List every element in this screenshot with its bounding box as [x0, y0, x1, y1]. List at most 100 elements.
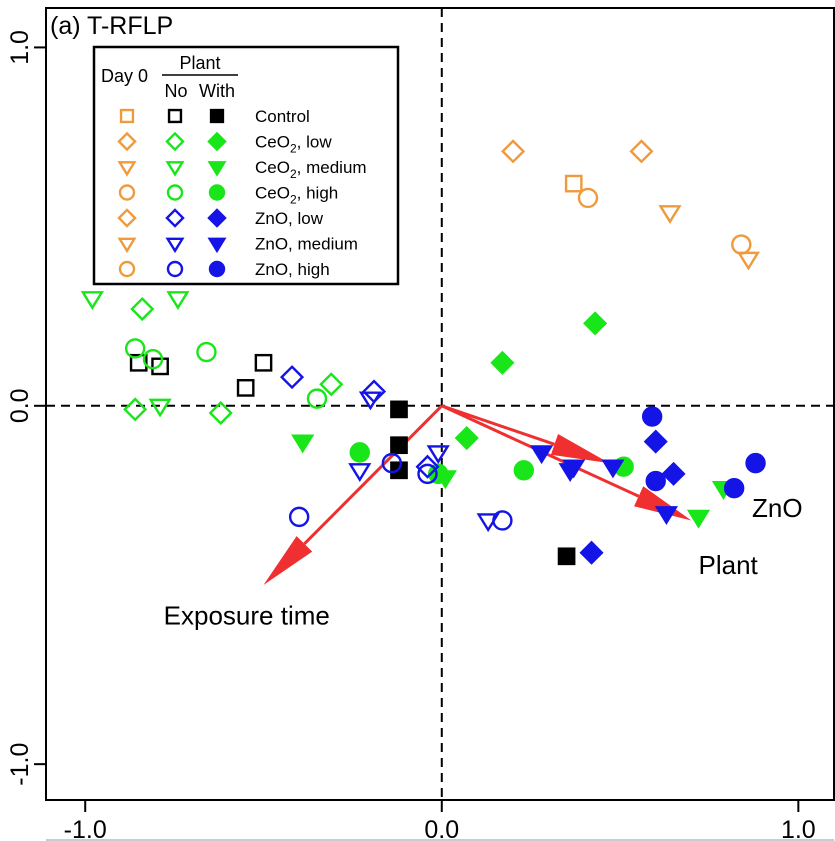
- data-point: [349, 442, 370, 463]
- data-point: [129, 353, 148, 372]
- data-point: [390, 436, 408, 455]
- data-point: [196, 341, 217, 363]
- legend-marker-day0: [117, 161, 137, 177]
- arrow-exposure-time: [263, 404, 443, 585]
- data-point: [643, 429, 668, 454]
- arrow-head: [550, 433, 610, 464]
- vector-arrows: [263, 404, 692, 585]
- data-point: [654, 506, 679, 526]
- data-point: [629, 139, 654, 164]
- data-point: [417, 463, 438, 485]
- data-point: [579, 540, 604, 565]
- data-point: [123, 397, 148, 422]
- data-point: [658, 205, 682, 224]
- data-point: [415, 454, 440, 479]
- data-point: [661, 461, 686, 486]
- data-point: [148, 398, 172, 418]
- data-point: [513, 460, 534, 481]
- legend-marker-no-plant: [167, 108, 183, 124]
- legend-marker-day0: [117, 131, 137, 152]
- data-point: [645, 470, 666, 492]
- legend-marker-with-plant: [208, 260, 226, 278]
- data-point: [381, 452, 403, 474]
- arrow-label: Exposure time: [164, 600, 330, 630]
- arrow-shaft: [441, 404, 555, 446]
- y-tick-label: -1.0: [6, 743, 34, 786]
- data-point: [745, 452, 766, 474]
- y-tick-label: 1.0: [6, 30, 34, 65]
- data-point: [426, 445, 450, 465]
- legend-marker-day0: [117, 237, 137, 254]
- legend-marker-with-plant: [207, 208, 227, 228]
- arrow-head: [634, 486, 692, 521]
- data-point: [279, 365, 305, 390]
- plot-frame: [45, 7, 835, 801]
- data-points: [80, 139, 766, 566]
- legend-header-no: No: [164, 81, 187, 101]
- data-point: [686, 509, 711, 529]
- data-point: [208, 400, 233, 426]
- legend-header-with: With: [199, 81, 235, 101]
- legend-label: ZnO, low: [255, 209, 324, 228]
- legend-header-day0: Day 0: [101, 66, 148, 86]
- legend-label: CeO2, low: [255, 133, 332, 156]
- data-point: [731, 234, 752, 255]
- data-point: [288, 506, 310, 528]
- data-point: [358, 391, 383, 411]
- data-point: [723, 478, 745, 499]
- legend-marker-day0: [119, 108, 135, 124]
- legend-marker-day0: [118, 260, 136, 278]
- legend-marker-day0: [118, 184, 136, 201]
- data-point: [641, 406, 663, 427]
- legend-marker-with-plant: [209, 108, 225, 124]
- legend-marker-no-plant: [165, 131, 185, 152]
- data-point: [601, 459, 625, 479]
- data-point: [348, 463, 372, 482]
- data-point: [501, 139, 526, 164]
- legend-marker-with-plant: [207, 161, 227, 177]
- arrow-head: [263, 536, 313, 585]
- arrow-label: ZnO: [752, 493, 803, 523]
- legend-marker-with-plant: [208, 184, 226, 201]
- legend-marker-no-plant: [165, 237, 185, 254]
- legend-marker-no-plant: [166, 184, 184, 201]
- legend-marker-with-plant: [207, 131, 227, 152]
- legend-marker-no-plant: [165, 161, 185, 177]
- x-tick-label: -1.0: [64, 816, 107, 841]
- data-point: [291, 434, 315, 454]
- data-point: [492, 510, 513, 531]
- data-point: [254, 353, 273, 372]
- arrow-zno: [441, 404, 610, 464]
- data-point: [390, 400, 408, 419]
- data-point: [236, 379, 255, 397]
- data-point: [558, 463, 582, 482]
- data-point: [124, 338, 146, 359]
- x-tick-label: 0.0: [424, 816, 459, 841]
- data-point: [557, 547, 576, 566]
- arrow-labels: Exposure time Plant ZnO: [164, 493, 803, 631]
- data-point: [306, 388, 328, 409]
- data-point: [564, 174, 583, 193]
- legend-label: CeO2, high: [255, 184, 338, 207]
- data-point: [736, 251, 761, 271]
- panel-title: (a) T-RFLP: [50, 12, 173, 40]
- legend-label: ZnO, medium: [255, 235, 358, 254]
- y-tick-label: 0.0: [6, 388, 34, 423]
- legend-header-plant: Plant: [179, 53, 220, 73]
- legend-label: ZnO, high: [255, 260, 330, 279]
- data-point: [130, 296, 155, 322]
- legend-marker-day0: [117, 208, 137, 228]
- legend-marker-no-plant: [166, 260, 184, 278]
- legend-marker-no-plant: [165, 208, 185, 228]
- legend-label: Control: [255, 107, 310, 126]
- data-point: [166, 291, 190, 310]
- data-point: [142, 349, 164, 370]
- data-point: [80, 291, 104, 310]
- data-point: [151, 357, 169, 376]
- data-point: [530, 445, 554, 465]
- arrow-shaft: [303, 404, 443, 545]
- data-point: [583, 311, 608, 336]
- legend-label: CeO2, medium: [255, 158, 367, 181]
